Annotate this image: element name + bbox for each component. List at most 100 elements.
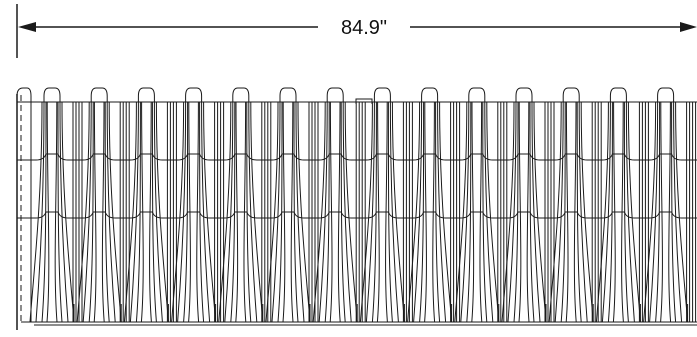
corrugation-line bbox=[279, 87, 297, 102]
corrugation-line bbox=[106, 101, 116, 323]
corrugation-line bbox=[460, 101, 470, 323]
corrugation bbox=[454, 87, 508, 323]
corrugation-line bbox=[601, 101, 611, 323]
corrugation-line bbox=[612, 101, 616, 323]
corrugation-line bbox=[151, 101, 157, 323]
corrugation-line bbox=[554, 101, 564, 323]
corrugation-line bbox=[507, 101, 517, 323]
width-dimension-label: 84.9" bbox=[341, 17, 387, 39]
corrugation-line bbox=[580, 101, 594, 323]
corrugation-line bbox=[203, 101, 217, 323]
corrugation bbox=[548, 87, 602, 323]
corrugation-line bbox=[562, 87, 580, 102]
corrugation-line bbox=[432, 101, 436, 323]
corrugation-line bbox=[421, 87, 439, 102]
corrugation-line bbox=[177, 101, 187, 323]
corrugation-line bbox=[250, 101, 264, 323]
corrugation-line bbox=[246, 101, 252, 323]
corrugation bbox=[76, 87, 130, 323]
corrugation-line bbox=[529, 101, 535, 323]
corrugation-line bbox=[419, 101, 425, 323]
corrugation bbox=[123, 87, 177, 323]
corrugation-line bbox=[649, 101, 659, 323]
corrugated-panel bbox=[16, 87, 697, 330]
corrugation-line bbox=[324, 101, 330, 323]
corrugation-line bbox=[565, 101, 569, 323]
corrugation-line bbox=[482, 101, 488, 323]
width-dimension bbox=[16, 4, 697, 58]
corrugation bbox=[265, 87, 319, 323]
corrugation-line bbox=[578, 101, 588, 323]
corrugation bbox=[643, 87, 697, 323]
corrugation-line bbox=[344, 101, 358, 323]
corrugation-line bbox=[149, 101, 152, 323]
corrugation-line bbox=[271, 101, 281, 323]
corrugation-line bbox=[376, 101, 380, 323]
corrugation-line bbox=[326, 87, 344, 102]
corrugation-line bbox=[657, 87, 675, 102]
corrugation-line bbox=[201, 101, 211, 323]
corrugation-line bbox=[609, 87, 627, 102]
corrugation-line bbox=[675, 101, 689, 323]
corrugation-line bbox=[560, 101, 566, 323]
corrugation-line bbox=[54, 101, 58, 323]
corrugation-line bbox=[424, 101, 427, 323]
corrugation-line bbox=[232, 87, 250, 102]
corrugation-line bbox=[188, 101, 191, 323]
corrugation-line bbox=[671, 101, 677, 323]
corrugation-line bbox=[486, 101, 500, 323]
corrugation-line bbox=[59, 101, 69, 323]
corrugation-line bbox=[407, 101, 421, 323]
corrugation bbox=[29, 87, 83, 323]
corrugation-line bbox=[359, 101, 373, 323]
corrugation-line bbox=[385, 101, 388, 323]
corrugation-line bbox=[518, 101, 522, 323]
corrugation-line bbox=[373, 87, 391, 102]
corrugation-line bbox=[439, 101, 453, 323]
corrugation-line bbox=[293, 101, 299, 323]
corrugation-line bbox=[155, 101, 169, 323]
corrugation-line bbox=[513, 101, 519, 323]
corrugation-line bbox=[183, 101, 189, 323]
corrugation-line bbox=[454, 101, 468, 323]
corrugation-line bbox=[468, 87, 486, 102]
corrugation-line bbox=[137, 87, 155, 102]
corrugation-line bbox=[76, 101, 90, 323]
corrugation-line bbox=[218, 101, 232, 323]
corrugation-line bbox=[57, 101, 63, 323]
corrugation bbox=[407, 87, 461, 323]
corrugation-line bbox=[108, 101, 122, 323]
corrugation-line bbox=[277, 101, 283, 323]
corrugation-line bbox=[479, 101, 483, 323]
corrugation-line bbox=[660, 101, 663, 323]
corrugation-line bbox=[501, 101, 515, 323]
corrugation-line bbox=[623, 101, 629, 323]
corrugation-line bbox=[196, 101, 200, 323]
corrugation-line bbox=[318, 101, 328, 323]
top-tab bbox=[355, 98, 373, 104]
corrugation-line bbox=[153, 101, 163, 323]
corrugation-line bbox=[93, 101, 97, 323]
corrugation-line bbox=[576, 101, 582, 323]
corrugation-line bbox=[471, 101, 475, 323]
corrugation-line bbox=[625, 101, 635, 323]
corrugation-line bbox=[595, 101, 609, 323]
corrugation-line bbox=[265, 101, 279, 323]
corrugation-line bbox=[230, 101, 236, 323]
corrugation-line bbox=[224, 101, 234, 323]
corrugation-line bbox=[548, 101, 562, 323]
corrugation-line bbox=[329, 101, 333, 323]
corrugation-line bbox=[340, 101, 346, 323]
corrugation-line bbox=[515, 87, 533, 102]
corrugation-line bbox=[312, 101, 326, 323]
corrugation bbox=[218, 87, 272, 323]
corrugation-line bbox=[413, 101, 423, 323]
corrugation-line bbox=[573, 101, 577, 323]
corrugation-line bbox=[243, 101, 247, 323]
corrugation-line bbox=[526, 101, 530, 323]
corrugation-line bbox=[655, 101, 661, 323]
corrugation-line bbox=[248, 101, 258, 323]
corrugation bbox=[312, 87, 366, 323]
corrugation-line bbox=[290, 101, 294, 323]
corrugation-line bbox=[435, 101, 441, 323]
